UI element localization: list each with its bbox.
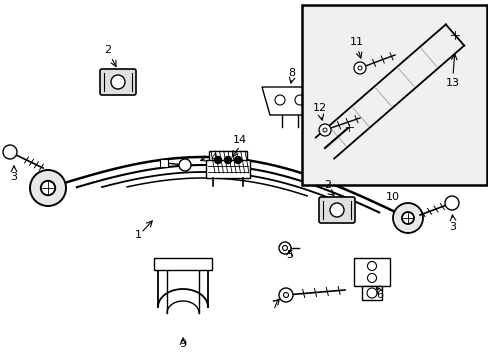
Circle shape: [392, 203, 422, 233]
Circle shape: [323, 128, 326, 132]
Text: 12: 12: [312, 103, 326, 113]
Circle shape: [282, 246, 287, 251]
Circle shape: [274, 95, 285, 105]
FancyBboxPatch shape: [100, 69, 136, 95]
Text: 9: 9: [179, 339, 186, 349]
Bar: [302, 5, 486, 185]
Circle shape: [353, 62, 365, 74]
Circle shape: [111, 75, 125, 89]
Circle shape: [401, 212, 413, 224]
Text: 7: 7: [271, 300, 278, 310]
Circle shape: [329, 203, 343, 217]
Bar: [361, 286, 381, 300]
Circle shape: [234, 157, 241, 163]
Circle shape: [3, 145, 17, 159]
Text: 14: 14: [232, 135, 246, 145]
Circle shape: [283, 292, 288, 297]
Circle shape: [345, 123, 352, 131]
Circle shape: [41, 181, 55, 195]
Text: 8: 8: [288, 68, 295, 78]
Text: 11: 11: [349, 37, 363, 47]
Circle shape: [279, 288, 292, 302]
Text: 13: 13: [445, 78, 459, 88]
Bar: [208, 151, 246, 173]
Bar: [154, 258, 212, 270]
Circle shape: [318, 124, 330, 136]
Circle shape: [367, 261, 376, 270]
Circle shape: [30, 170, 66, 206]
Circle shape: [179, 159, 191, 171]
Polygon shape: [262, 87, 317, 115]
FancyBboxPatch shape: [318, 197, 354, 223]
Bar: [205, 160, 249, 178]
Circle shape: [449, 30, 459, 40]
Circle shape: [339, 117, 358, 137]
Circle shape: [279, 242, 290, 254]
Text: 1: 1: [134, 230, 141, 240]
Circle shape: [367, 274, 376, 283]
Bar: [160, 159, 168, 167]
Circle shape: [214, 157, 221, 163]
Bar: [353, 258, 389, 286]
Text: 3: 3: [10, 172, 18, 182]
Text: 5: 5: [286, 250, 293, 260]
Circle shape: [442, 23, 466, 47]
Text: 4: 4: [209, 153, 217, 163]
Text: 10: 10: [385, 192, 399, 202]
Circle shape: [357, 66, 361, 70]
Circle shape: [366, 288, 376, 298]
Circle shape: [294, 95, 305, 105]
Text: 3: 3: [448, 222, 456, 232]
Text: 2: 2: [104, 45, 111, 55]
Circle shape: [224, 157, 231, 163]
Circle shape: [444, 196, 458, 210]
Text: 2: 2: [324, 180, 331, 190]
Text: 6: 6: [376, 290, 383, 300]
